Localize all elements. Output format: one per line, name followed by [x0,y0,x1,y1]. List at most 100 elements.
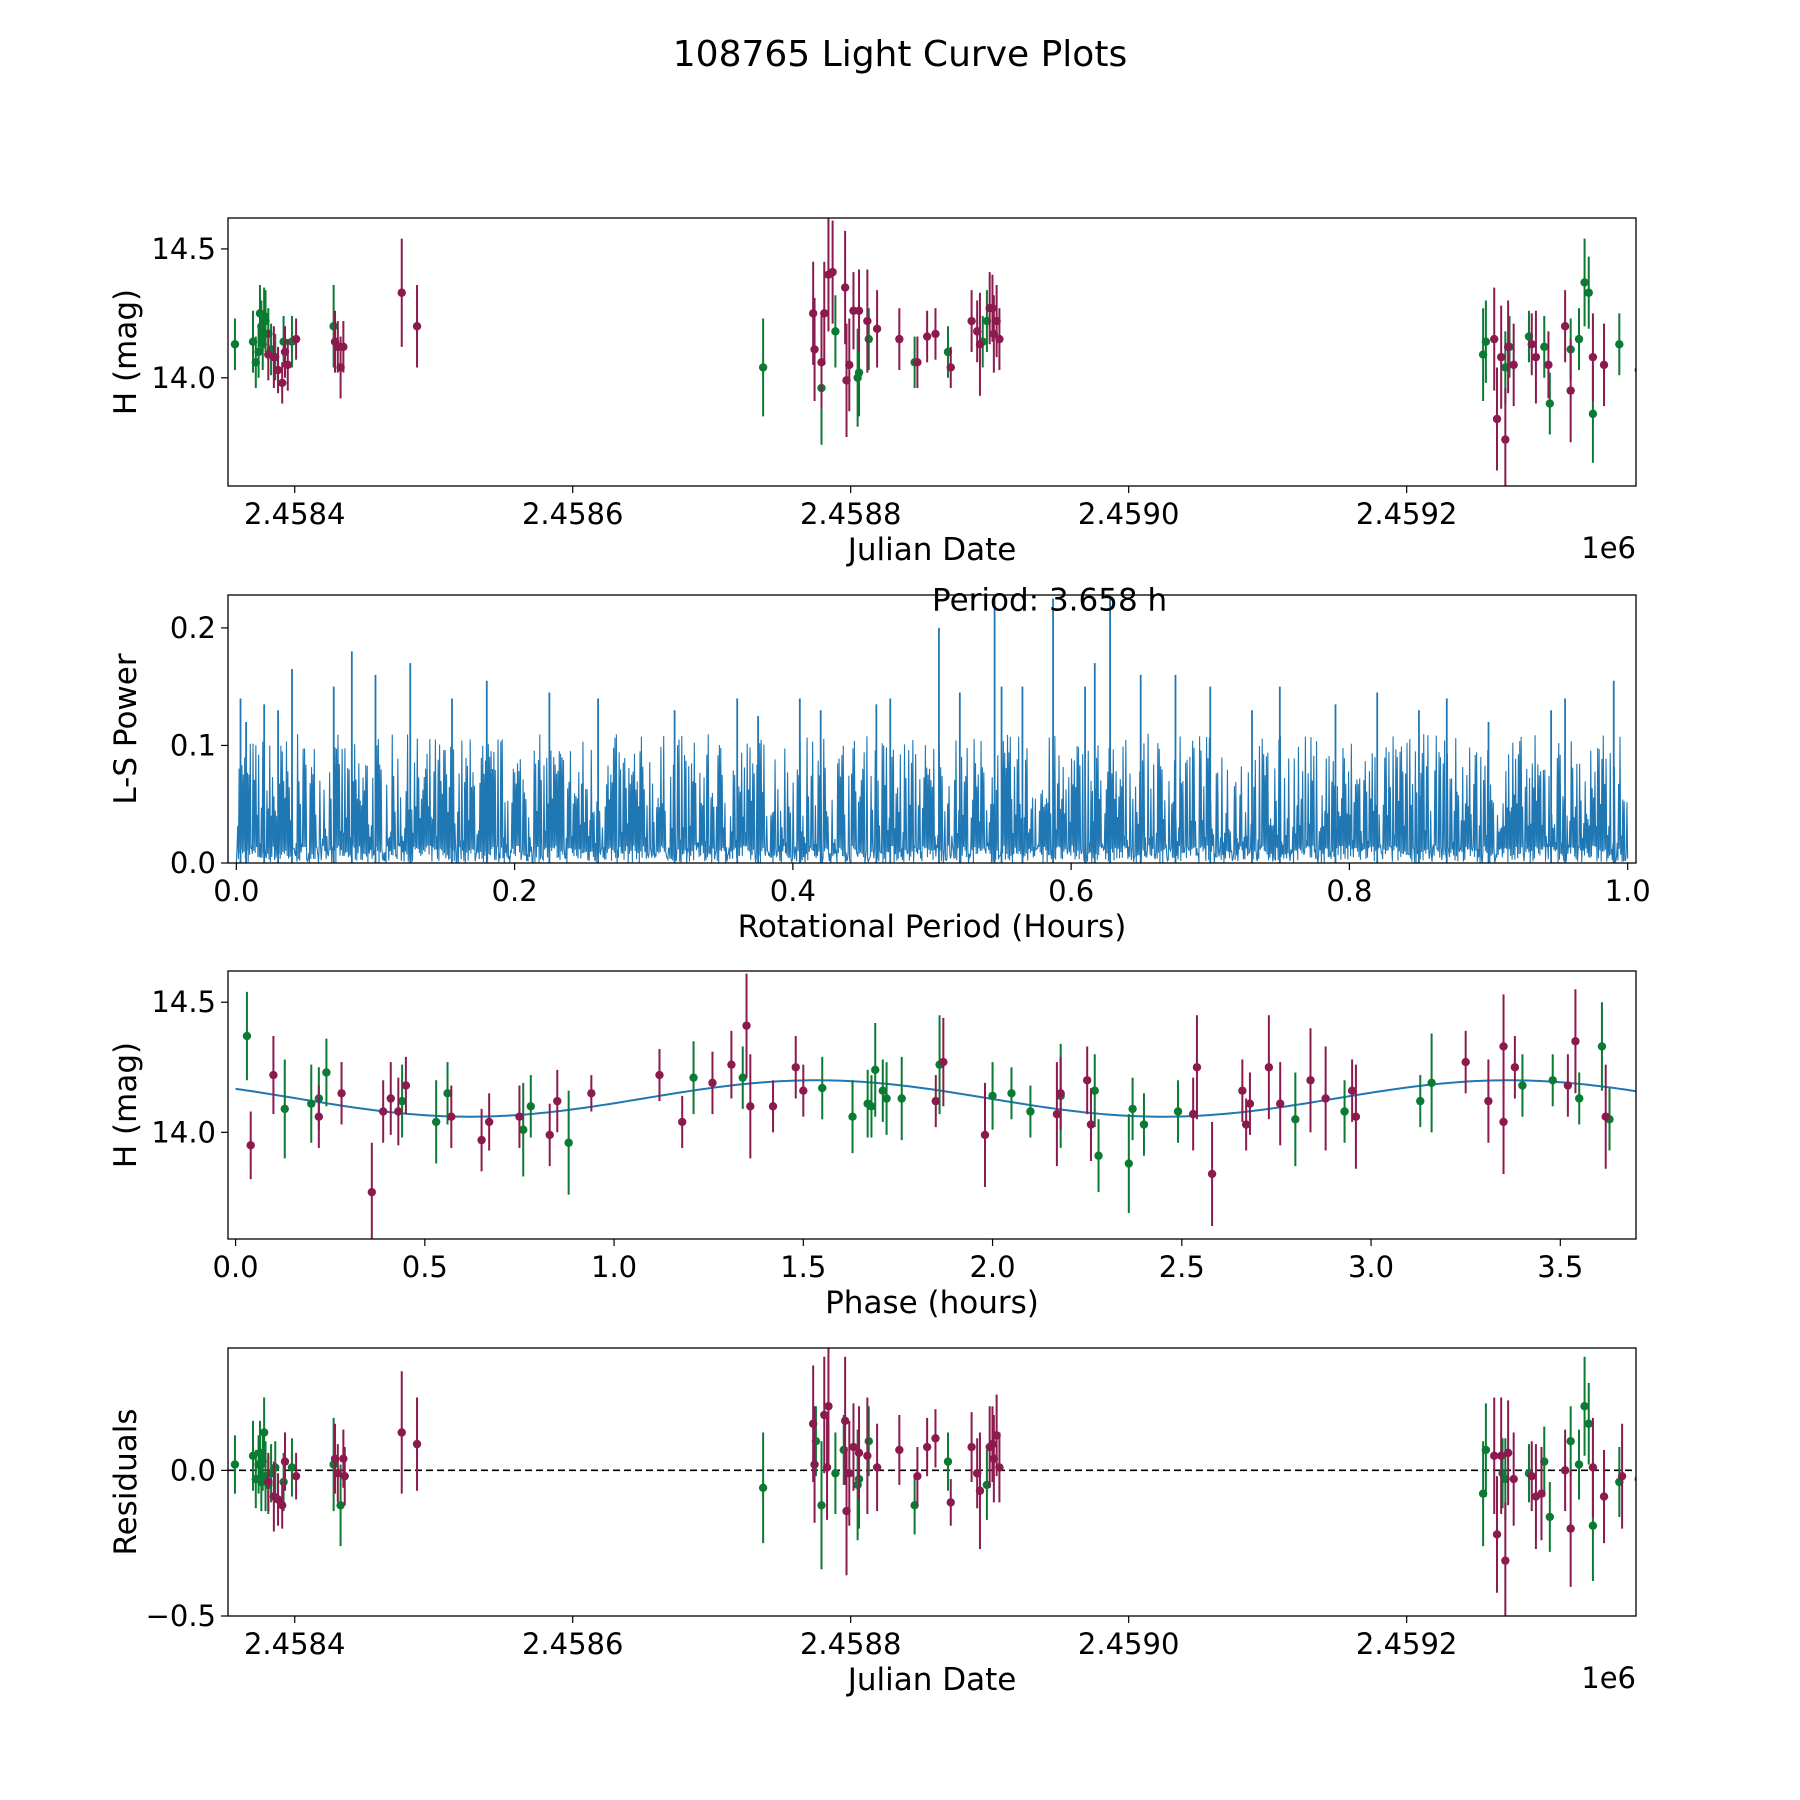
periodogram-ytick-label: 0.0 [170,846,216,880]
lightcurve-xlabel: Julian Date [846,532,1017,568]
phased-data-point [1499,1117,1508,1127]
periodogram-xtick-label: 0.4 [770,874,816,908]
phased-data-point [882,1094,891,1103]
phased-data-point [269,1070,278,1080]
residuals-data-point [333,1469,343,1478]
lightcurve-data-point [1682,366,1690,374]
residuals-data-point [1509,1474,1518,1484]
residuals-data-point [291,1471,301,1481]
residuals-data-point [822,1463,832,1472]
residuals-data-point [1566,1524,1575,1533]
phased-data-point [484,1117,494,1127]
lightcurve-data-point [810,345,819,354]
lightcurve-ytick-label: 14.0 [151,361,216,395]
period-annotation: Period: 3.658 h [932,582,1167,618]
lightcurve-data-point [397,288,406,297]
phased-data-point [677,1117,687,1127]
lightcurve-data-point [820,309,829,318]
lightcurve-data-point [1580,278,1589,287]
residuals-data-point [273,1495,283,1504]
phased-data-point [314,1112,324,1121]
residuals-xtick-label: 2.4584 [244,1627,345,1661]
residuals-data-point [1574,1460,1584,1469]
residuals-data-point [1503,1448,1513,1458]
phased-data-point [1188,1109,1198,1119]
phased-data-point [1347,1086,1357,1095]
phased-ytick-label: 14.0 [151,1115,216,1149]
lightcurve-xtick-label: 2.4588 [800,497,901,531]
phased-xtick-label: 2.5 [1159,1250,1205,1284]
lightcurve-data-point [1675,340,1683,348]
residuals-data-point [1584,1419,1593,1428]
phased-data-point [280,1104,289,1114]
phased-data-point [394,1107,403,1116]
phased-data-point [1207,1169,1217,1179]
phased-data-point [1340,1107,1349,1116]
phased-panel: 0.0 0.5 1.0 1.5 2.0 2.5 3.0 3.5 14.0 14.5 H (mag)… [108,970,1637,1321]
residuals-data-point [339,1454,348,1463]
phased-data-point [447,1112,456,1121]
phased-data-point [897,1094,906,1103]
lightcurve-xtick-label: 2.4586 [522,497,623,531]
phased-data-point [1241,1120,1251,1129]
phased-data-point [1026,1107,1035,1116]
phased-xtick-label: 1.5 [780,1250,826,1284]
residuals-data-point [1490,1451,1499,1460]
lightcurve-data-point [1560,322,1570,331]
periodogram-xtick-label: 1.0 [1605,874,1651,908]
phased-model-curve [235,1079,1636,1118]
residuals-panel: 2.4584 2.4586 2.4588 2.4590 2.4592 −0.5 0.0 Re… [108,1347,1683,1698]
phased-data-point [689,1073,698,1082]
phased-data-point [1173,1107,1183,1116]
phased-data-point [564,1138,573,1147]
phased-data-point [378,1107,388,1116]
phased-data-point [1245,1099,1255,1108]
phased-series-green [242,991,1614,1213]
residuals-xtick-label: 2.4586 [522,1627,623,1661]
lightcurve-series-maroon [264,218,1690,486]
periodogram-xtick-label: 0.6 [1048,874,1094,908]
phased-data-point [727,1060,736,1069]
residuals-ylabel: Residuals [108,1408,144,1555]
lightcurve-xtick-label: 2.4592 [1356,497,1457,531]
lightcurve-data-point [279,337,288,346]
residuals-ytick-label: −0.5 [146,1599,216,1633]
residuals-data-point [280,1457,290,1466]
residuals-series-green [230,1356,1624,1582]
residuals-series-maroon [264,1348,1683,1616]
phased-data-point [1124,1159,1134,1168]
phased-data-point [307,1099,316,1108]
lightcurve-data-point [1496,352,1506,362]
lightcurve-data-point [1599,360,1609,370]
residuals-data-point [230,1460,240,1469]
residuals-data-point [758,1483,768,1493]
phased-data-point [1052,1109,1062,1119]
phased-data-point [1510,1063,1520,1072]
residuals-data-point [995,1463,1004,1472]
phased-data-point [477,1135,486,1145]
phased-data-point [553,1096,562,1106]
lightcurve-data-point [1481,337,1491,346]
residuals-data-point [1545,1512,1555,1522]
residuals-data-point [1560,1466,1570,1475]
residuals-data-point [412,1439,422,1449]
phased-data-point [322,1068,331,1077]
periodogram-series [235,598,1629,863]
residuals-data-point [943,1457,953,1466]
phased-data-point [708,1078,717,1088]
phased-data-point [1518,1081,1527,1090]
residuals-data-point [831,1469,840,1478]
residuals-data-point [1675,1466,1683,1474]
phased-data-point [655,1070,664,1080]
residuals-data-point [824,1402,833,1411]
phased-data-point [799,1086,808,1095]
phased-data-point [791,1063,800,1072]
lightcurve-data-point [946,363,955,372]
lightcurve-data-point [339,342,348,352]
phased-xlabel: Phase (hours) [825,1285,1039,1321]
periodogram-xtick-label: 0.8 [1326,874,1372,908]
lightcurve-data-point [828,267,837,277]
phased-data-point [746,1102,755,1111]
periodogram-panel: 0.0 0.2 0.4 0.6 0.8 1.0 0.0 0.1 0.2 L-S Power Ro… [108,582,1651,945]
residuals-data-point [1588,1463,1598,1472]
